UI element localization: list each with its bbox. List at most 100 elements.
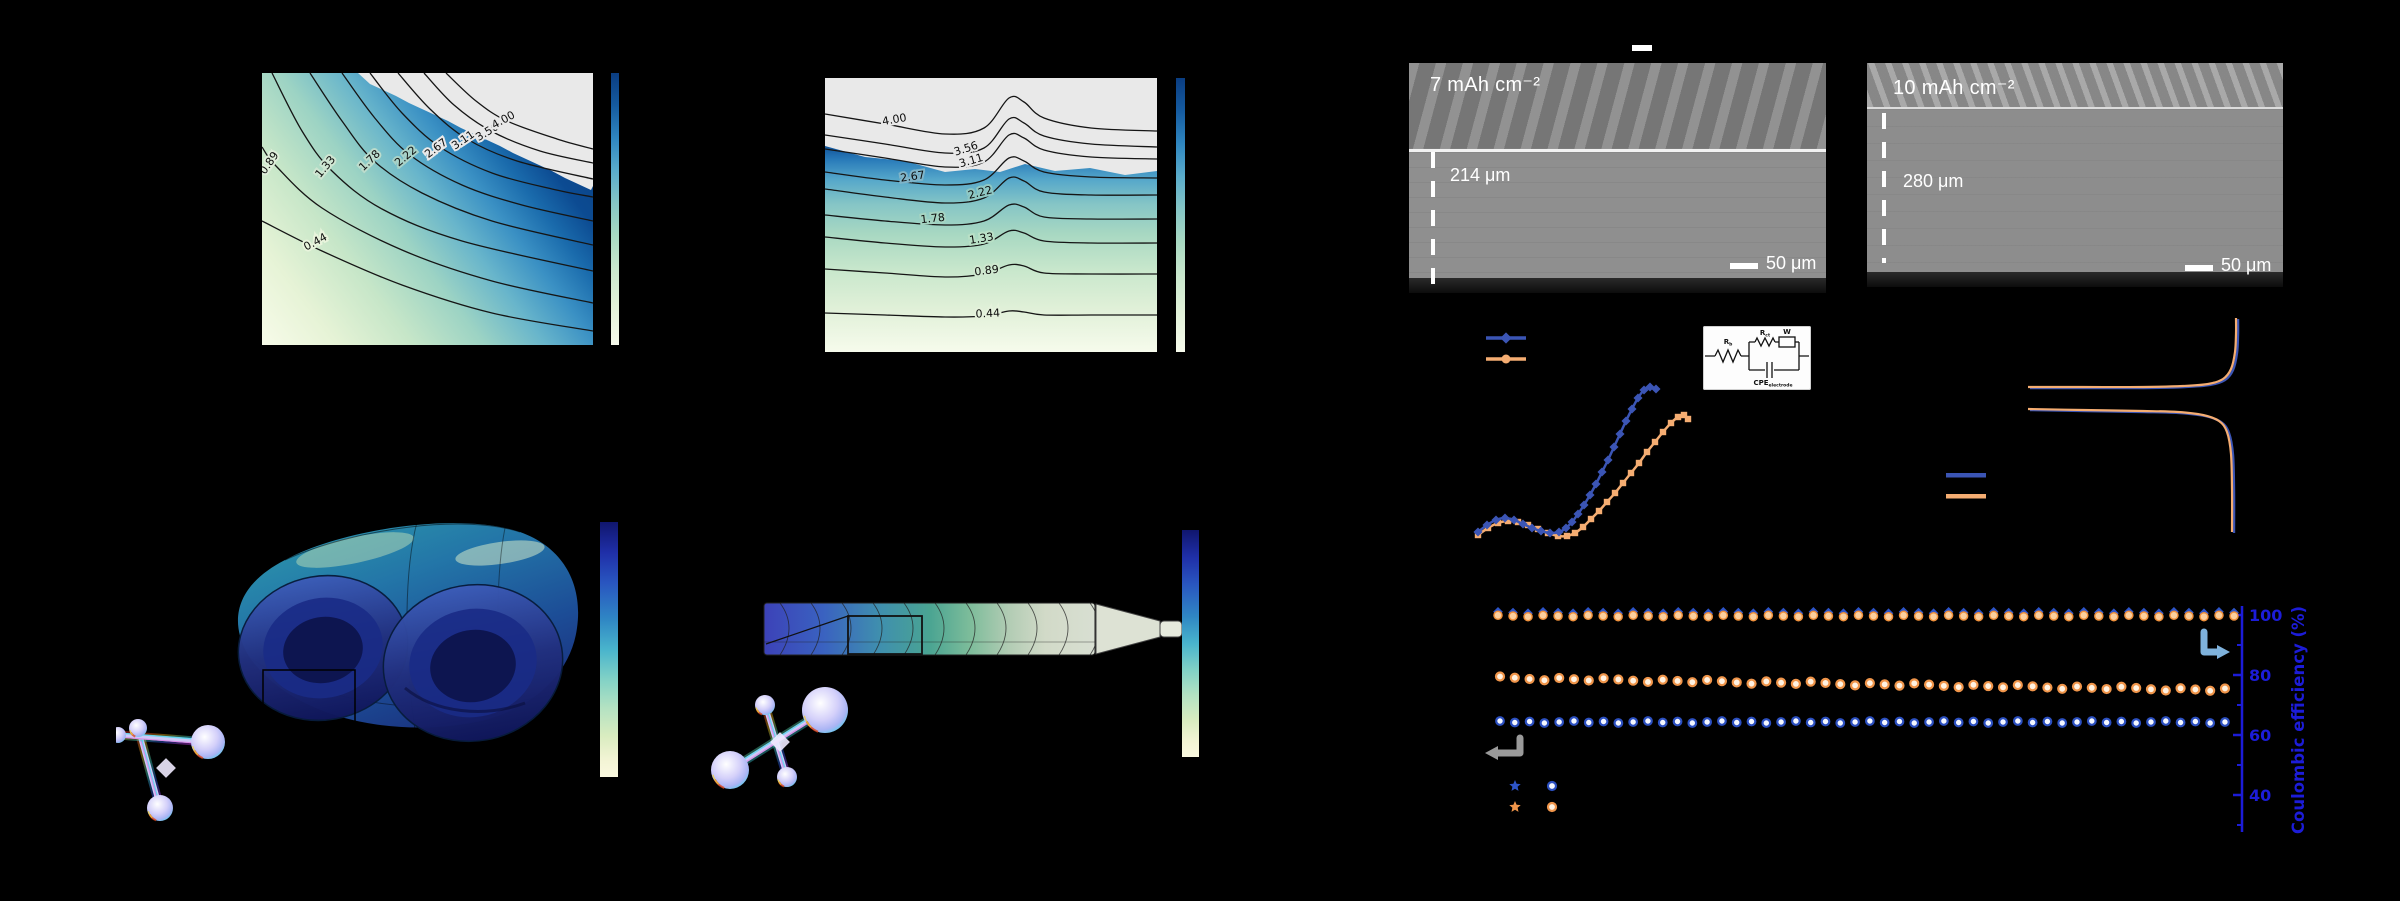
capacity-point-orange	[1820, 677, 1831, 688]
sem-areal-capacity-label: 7 mAh cm⁻²	[1430, 74, 1541, 96]
yellow-fringe	[803, 715, 812, 728]
capacity-point-orange	[1790, 678, 1802, 689]
sem-image-7mah: 7 mAh cm⁻² 214 μm 50 μm	[1409, 63, 1826, 293]
equivalent-circuit-inset: Rb Rct W CPEelectrode	[1703, 326, 1811, 390]
ce-point-circle	[2169, 610, 2179, 621]
capacity-point-orange	[1731, 677, 1742, 688]
legend-marker-diamond	[1500, 332, 1512, 344]
inner-shadow	[404, 686, 526, 713]
contour-line	[825, 176, 1157, 204]
ce-point-circle	[2094, 611, 2104, 621]
rod-body	[763, 602, 1096, 656]
data-point	[1595, 507, 1603, 515]
capacity-point-orange	[1613, 674, 1624, 685]
capacity-point-blue	[1998, 717, 2008, 727]
capacity-point-blue	[2190, 716, 2201, 727]
contour-left-content: 0.440.89 1.33 1.78 2.22 2.67 3.113.564.00	[262, 73, 593, 345]
legend-line-orange	[1946, 494, 1986, 499]
capacity-point-blue	[2160, 716, 2171, 726]
data-point	[1603, 498, 1611, 506]
capacity-point-orange	[1805, 676, 1816, 687]
saturated-region	[825, 78, 1157, 175]
capacity-point-orange	[1879, 679, 1890, 690]
contour-line	[825, 263, 1157, 278]
colorbar-3d-left	[600, 522, 618, 777]
nyquist-plot	[1473, 332, 1692, 540]
ce-point-circle	[2139, 611, 2149, 621]
ce-point-circle	[1958, 611, 1969, 621]
data-point	[1627, 404, 1637, 414]
data-point	[1571, 529, 1579, 537]
capacity-point-blue	[1805, 717, 1816, 728]
label-cpe: CPEelectrode	[1753, 379, 1792, 389]
capacity-point-orange	[1983, 680, 1994, 692]
rod-tip-cone	[1095, 603, 1161, 655]
capacity-point-blue	[1524, 716, 1535, 727]
ce-point-circle	[2064, 611, 2074, 622]
data-point	[1509, 515, 1519, 525]
data-point	[1473, 527, 1483, 537]
ce-tick-label: 80	[2249, 666, 2271, 685]
ce-point-circle	[1988, 610, 1999, 621]
capacity-point-blue	[1835, 718, 1846, 728]
data-point	[1651, 438, 1659, 446]
capacity-point-blue	[2101, 717, 2112, 728]
contour-line	[397, 73, 593, 180]
capacity-point-orange	[2160, 685, 2171, 696]
thickness-dashed-line	[1431, 152, 1435, 293]
data-point	[1591, 479, 1601, 489]
capacity-point-blue	[1717, 716, 1727, 726]
ce-point-circle	[1943, 610, 1954, 621]
capacity-point-blue	[1687, 718, 1698, 728]
data-point	[1500, 513, 1510, 523]
data-point	[1597, 467, 1607, 477]
capacity-point-blue	[1776, 717, 1787, 727]
spiral-line	[965, 602, 976, 656]
capacity-point-blue	[1968, 716, 1979, 727]
capacity-point-blue	[1583, 717, 1594, 728]
ce-point-circle	[1598, 611, 1608, 621]
contour-line	[309, 73, 593, 246]
sem-cross-section	[1867, 109, 2283, 272]
capacity-point-blue	[1983, 718, 1994, 728]
capacity-point-blue	[2072, 717, 2082, 727]
ce-point-circle	[1568, 611, 1578, 622]
ce-point-circle	[1583, 610, 1593, 621]
ce-point-circle	[1823, 611, 1834, 621]
highlight	[296, 532, 414, 568]
sphere	[116, 727, 126, 743]
contour-label: 0.44	[975, 306, 1000, 320]
data-point	[1482, 520, 1492, 530]
scalebar-label: 50 μm	[1766, 253, 1817, 273]
voltage-curve-orange	[2028, 317, 2238, 389]
ce-point-circle	[1538, 610, 1548, 621]
contour-line	[825, 229, 1157, 248]
colorbar-3d-right	[1182, 530, 1199, 757]
data-point	[1621, 416, 1631, 426]
contour-label: 1.33	[968, 230, 994, 247]
zoom-leader-line	[765, 615, 849, 645]
data-point	[1643, 448, 1651, 456]
capacity-point-blue	[1909, 718, 1920, 728]
data-point	[1563, 532, 1571, 540]
capacity-point-blue	[1598, 716, 1609, 727]
eis-series-blue	[1473, 382, 1661, 538]
junction	[156, 758, 176, 778]
voltage-curve-orange	[2027, 407, 2234, 533]
capacity-point-orange	[1864, 678, 1875, 689]
ce-point-circle	[1898, 610, 1909, 621]
capacity-point-blue	[2027, 717, 2038, 728]
contour-plot-right: 0.440.891.331.782.222.673.113.564.00	[825, 78, 1157, 352]
contour-right-content: 0.440.891.331.782.222.673.113.564.00	[825, 78, 1157, 352]
capacity-point-blue	[2175, 717, 2186, 728]
ce-point-circle	[2003, 611, 2014, 621]
data-point	[1651, 384, 1661, 394]
ce-point-circle	[1688, 611, 1699, 621]
ce-point-circle	[2033, 610, 2044, 621]
ce-point-circle	[2154, 611, 2164, 622]
capacity-point-blue	[1657, 717, 1668, 728]
capacity-point-orange	[1968, 679, 1979, 690]
contour-line	[825, 203, 1157, 226]
data-point	[1684, 415, 1692, 423]
ce-point-circle	[1883, 611, 1894, 622]
